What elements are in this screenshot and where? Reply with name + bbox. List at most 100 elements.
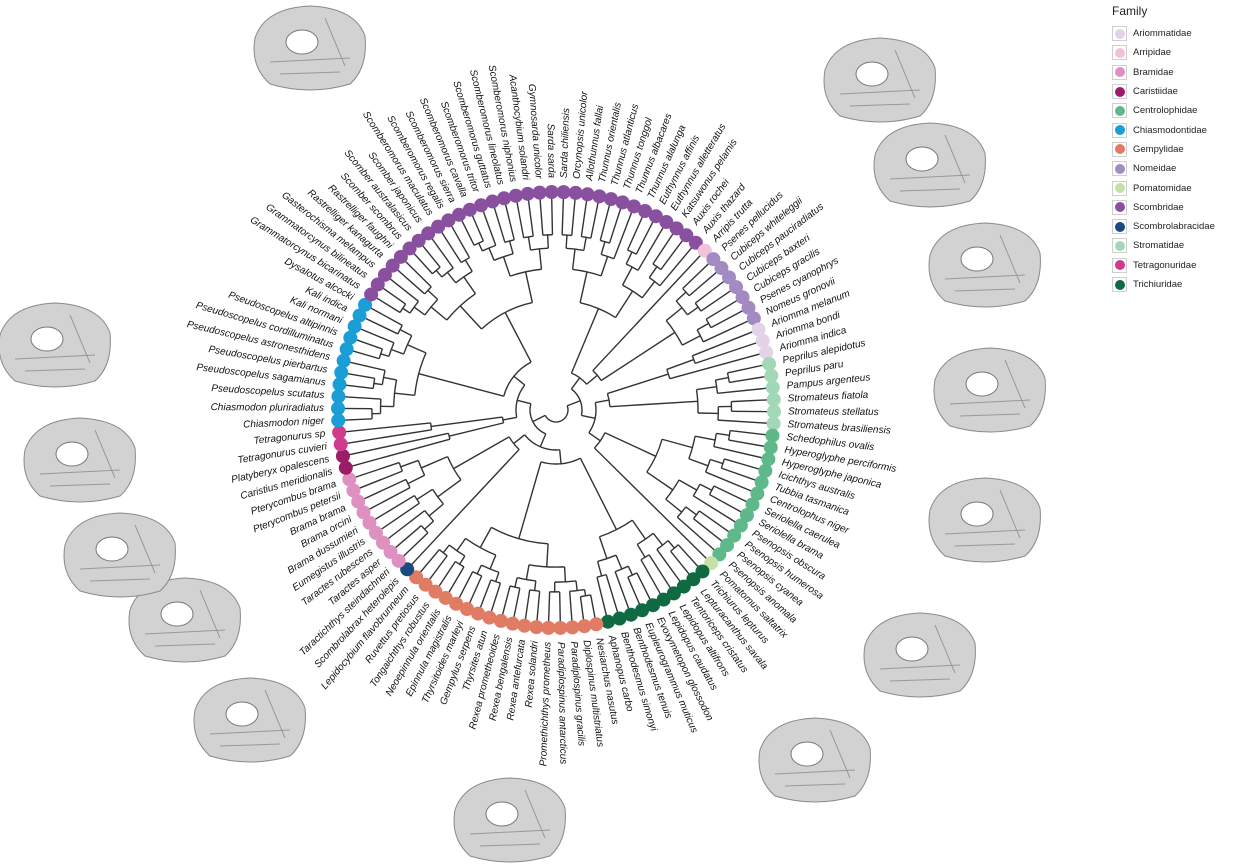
- tree-branch: [463, 276, 477, 295]
- tip-point: [656, 592, 671, 607]
- legend-key: [1112, 180, 1127, 196]
- tip-point: [686, 572, 701, 587]
- tree-branch-arc: [481, 301, 533, 330]
- tip-point: [529, 620, 544, 635]
- tip-point: [577, 619, 592, 634]
- legend-item: Scombridae: [1112, 198, 1230, 217]
- tip-point: [676, 579, 691, 594]
- tree-branch: [427, 289, 439, 300]
- tip-label: Chiasmodon pluriradiatus: [211, 402, 324, 414]
- tree-branch-arc: [570, 388, 583, 416]
- tree-branch: [599, 198, 612, 241]
- tip-point: [761, 452, 776, 467]
- legend-key: [1112, 141, 1127, 157]
- tip-labels: Sarda chiliensis Orcynopsis unicolorAllot…: [186, 64, 897, 766]
- tip-point: [368, 525, 383, 540]
- legend-label: Trichiuridae: [1133, 279, 1183, 290]
- tip-point: [505, 616, 520, 631]
- legend-item: Chiasmodontidae: [1112, 120, 1230, 139]
- tree-branch: [702, 317, 755, 343]
- tree-branch: [694, 340, 763, 365]
- tree-branch: [491, 201, 506, 243]
- tree-branch: [598, 536, 608, 559]
- tree-branch-arc: [455, 270, 473, 284]
- tip-point: [766, 416, 781, 431]
- tree-branch: [400, 256, 432, 288]
- tree-branch: [575, 580, 578, 591]
- tip-point: [339, 342, 354, 357]
- tree-branch-arc: [447, 433, 451, 440]
- tree-branch: [533, 580, 537, 591]
- tree-branch-arc: [544, 405, 569, 423]
- legend-swatch: [1114, 260, 1125, 271]
- tip-point: [697, 243, 712, 258]
- tree-branch: [700, 286, 737, 312]
- tree-branch: [656, 549, 685, 588]
- tip-point: [370, 277, 385, 292]
- tree-branch: [442, 544, 450, 554]
- tree-branch: [579, 457, 618, 530]
- tree-branch: [373, 382, 383, 386]
- tree-branch: [518, 461, 542, 539]
- tip-point: [765, 428, 780, 443]
- legend-swatch: [1114, 183, 1125, 194]
- tree-branch: [342, 432, 449, 457]
- tree-branch: [659, 242, 697, 287]
- tree-branch: [539, 433, 547, 448]
- tip-point: [712, 547, 727, 562]
- tip-point: [377, 267, 392, 282]
- tree-branch-arc: [372, 378, 376, 389]
- tip-point: [589, 617, 604, 632]
- tip-point: [338, 460, 353, 475]
- tip-point: [393, 249, 408, 264]
- tip-point: [351, 494, 366, 509]
- tree-branch-arc: [636, 532, 654, 546]
- tree-branch: [502, 256, 511, 277]
- legend-label: Chiasmodontidae: [1133, 124, 1207, 136]
- tree-branch-arc: [676, 506, 687, 518]
- legend-label: Bramidae: [1133, 66, 1174, 78]
- tree-branch-arc: [424, 510, 435, 522]
- tree-branch-arc: [692, 483, 701, 497]
- tree-branch: [590, 196, 601, 239]
- tree-branch-arc: [727, 430, 731, 441]
- tree-branch-arc: [402, 335, 413, 355]
- tree-branch: [595, 399, 610, 404]
- tip-point: [722, 270, 737, 285]
- tip-point: [754, 475, 769, 490]
- tip-point: [409, 570, 424, 585]
- tip-point: [335, 449, 350, 464]
- tree-branch: [504, 312, 532, 363]
- tip-label: Stromateus stellatus: [788, 406, 879, 418]
- tip-point: [580, 187, 595, 202]
- tip-point: [347, 319, 362, 334]
- tree-branch: [546, 543, 549, 567]
- tree-branch: [724, 458, 766, 472]
- tree-branch: [571, 192, 577, 236]
- head-scan-left-3: [0, 302, 111, 388]
- legend-key: [1112, 122, 1127, 138]
- legend-label: Gempylidae: [1133, 143, 1184, 155]
- tree-branch: [427, 232, 454, 269]
- legend-item: Trichiuridae: [1112, 275, 1230, 294]
- tree-branch: [524, 271, 534, 303]
- tree-branch-arc: [656, 540, 669, 550]
- tree-branch: [430, 416, 503, 428]
- tree-branch: [383, 376, 397, 381]
- tree-branch: [698, 510, 735, 537]
- tip-point: [451, 207, 466, 222]
- legend-swatch: [1114, 279, 1125, 290]
- tree-branch-arc: [597, 554, 617, 563]
- tip-point: [755, 333, 770, 348]
- legend-swatch: [1114, 125, 1125, 136]
- tree-branch: [705, 296, 743, 320]
- tree-branch: [652, 227, 678, 265]
- tree-branch: [566, 400, 581, 407]
- tip-point: [493, 613, 508, 628]
- tip-point: [669, 221, 684, 236]
- tip-point: [471, 606, 486, 621]
- tree-branch: [488, 247, 495, 261]
- tree-branch: [394, 392, 415, 396]
- tree-branch: [502, 416, 517, 421]
